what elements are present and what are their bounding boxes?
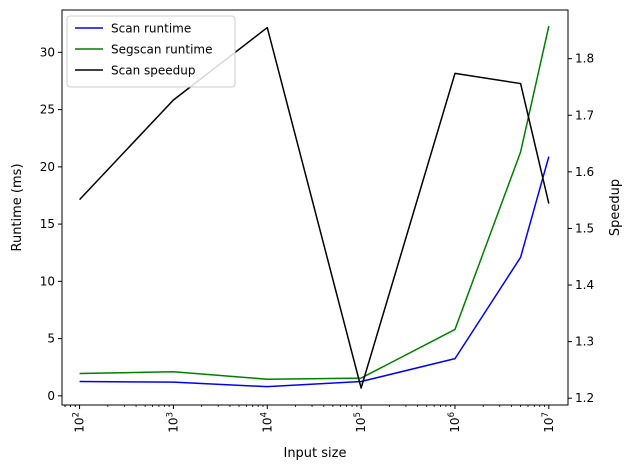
x-axis-label: Input size	[283, 446, 346, 461]
legend-label: Scan speedup	[111, 64, 195, 78]
y-right-tick-label: 1.4	[575, 278, 594, 292]
y-left-tick-label: 15	[40, 217, 55, 231]
x-tick-label: 105	[353, 412, 368, 433]
legend-label: Segscan runtime	[111, 43, 213, 57]
y-left-tick-label: 25	[40, 103, 55, 117]
y-right-tick-label: 1.6	[575, 165, 594, 179]
y-right-tick-label: 1.3	[575, 335, 594, 349]
y-right-tick-label: 1.8	[575, 52, 594, 66]
plot-frame	[61, 9, 569, 406]
y-right-tick-label: 1.5	[575, 221, 594, 235]
y-left-tick-label: 20	[40, 160, 55, 174]
y-axis-right-label: Speedup	[608, 179, 623, 236]
legend-box	[66, 15, 236, 88]
y-left-tick-label: 10	[40, 274, 55, 288]
x-tick-label: 104	[259, 412, 274, 433]
y-right-tick-label: 1.2	[575, 391, 594, 405]
y-right-tick-label: 1.7	[575, 108, 594, 122]
x-tick-label: 106	[447, 412, 462, 433]
x-tick-label: 107	[541, 412, 556, 433]
y-axis-left-label: Runtime (ms)	[10, 163, 25, 251]
legend-label: Scan runtime	[111, 22, 191, 36]
x-tick-label: 102	[72, 412, 87, 433]
y-left-tick-label: 5	[47, 332, 55, 346]
x-tick-label: 103	[165, 412, 180, 433]
y-left-tick-label: 0	[47, 389, 55, 403]
y-left-tick-label: 30	[40, 45, 55, 59]
